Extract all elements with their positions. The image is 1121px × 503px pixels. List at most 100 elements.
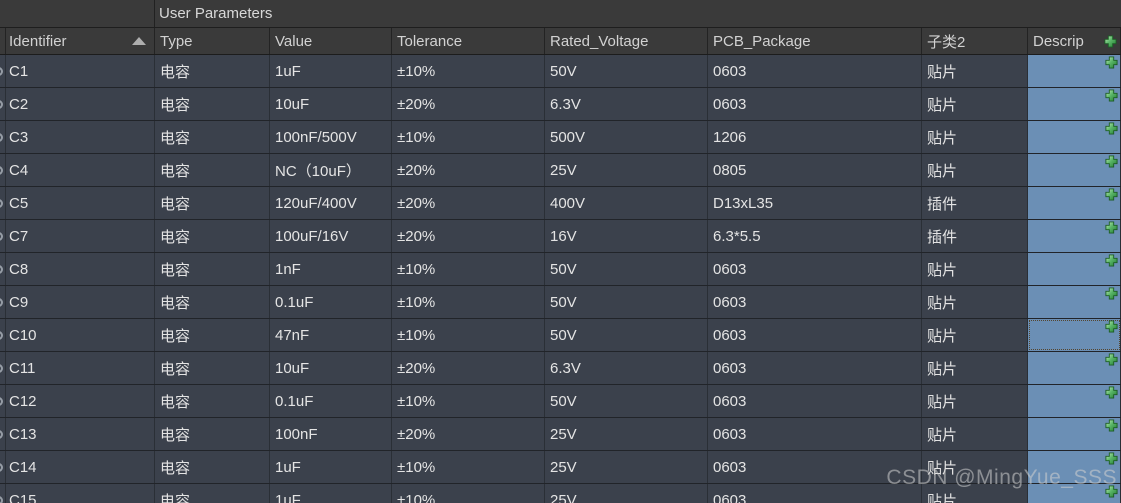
cell-pcb-package[interactable]: 0603 bbox=[708, 253, 922, 285]
cell-pcb-package[interactable]: 0603 bbox=[708, 88, 922, 120]
table-row[interactable]: C3 电容 100nF/500V ±10% 500V 1206 贴片 bbox=[0, 121, 1121, 154]
cell-descrip[interactable] bbox=[1028, 451, 1121, 483]
table-row[interactable]: C13 电容 100nF ±20% 25V 0603 贴片 bbox=[0, 418, 1121, 451]
cell-value[interactable]: 100uF/16V bbox=[270, 220, 392, 252]
cell-identifier[interactable]: C14 bbox=[6, 451, 155, 483]
cell-subclass2[interactable]: 贴片 bbox=[922, 121, 1028, 153]
cell-descrip[interactable] bbox=[1028, 88, 1121, 120]
cell-identifier[interactable]: C2 bbox=[6, 88, 155, 120]
add-column-icon[interactable] bbox=[1104, 34, 1117, 48]
cell-identifier[interactable]: C12 bbox=[6, 385, 155, 417]
cell-type[interactable]: 电容 bbox=[155, 484, 270, 503]
cell-identifier[interactable]: C7 bbox=[6, 220, 155, 252]
cell-identifier[interactable]: C15 bbox=[6, 484, 155, 503]
cell-descrip[interactable] bbox=[1028, 418, 1121, 450]
cell-identifier[interactable]: C5 bbox=[6, 187, 155, 219]
cell-tolerance[interactable]: ±10% bbox=[392, 385, 545, 417]
cell-type[interactable]: 电容 bbox=[155, 88, 270, 120]
cell-tolerance[interactable]: ±20% bbox=[392, 418, 545, 450]
cell-identifier[interactable]: C1 bbox=[6, 55, 155, 87]
table-row[interactable]: C8 电容 1nF ±10% 50V 0603 贴片 bbox=[0, 253, 1121, 286]
cell-type[interactable]: 电容 bbox=[155, 253, 270, 285]
cell-type[interactable]: 电容 bbox=[155, 154, 270, 186]
add-description-icon[interactable] bbox=[1105, 452, 1118, 465]
cell-descrip[interactable] bbox=[1028, 352, 1121, 384]
column-header-identifier[interactable]: Identifier bbox=[6, 28, 155, 54]
table-row[interactable]: C4 电容 NC（10uF） ±20% 25V 0805 贴片 bbox=[0, 154, 1121, 187]
add-description-icon[interactable] bbox=[1105, 122, 1118, 135]
cell-identifier[interactable]: C3 bbox=[6, 121, 155, 153]
cell-subclass2[interactable]: 贴片 bbox=[922, 88, 1028, 120]
cell-tolerance[interactable]: ±10% bbox=[392, 451, 545, 483]
add-description-icon[interactable] bbox=[1105, 353, 1118, 366]
cell-subclass2[interactable]: 插件 bbox=[922, 220, 1028, 252]
cell-tolerance[interactable]: ±10% bbox=[392, 319, 545, 351]
cell-type[interactable]: 电容 bbox=[155, 55, 270, 87]
cell-pcb-package[interactable]: D13xL35 bbox=[708, 187, 922, 219]
column-header-subclass2[interactable]: 子类2 bbox=[922, 28, 1028, 54]
cell-subclass2[interactable]: 贴片 bbox=[922, 484, 1028, 503]
cell-value[interactable]: 10uF bbox=[270, 88, 392, 120]
add-description-icon[interactable] bbox=[1105, 320, 1118, 333]
cell-subclass2[interactable]: 贴片 bbox=[922, 451, 1028, 483]
column-header-type[interactable]: Type bbox=[155, 28, 270, 54]
cell-rated-voltage[interactable]: 25V bbox=[545, 154, 708, 186]
cell-pcb-package[interactable]: 0805 bbox=[708, 154, 922, 186]
cell-descrip[interactable] bbox=[1028, 253, 1121, 285]
cell-descrip[interactable] bbox=[1028, 286, 1121, 318]
cell-type[interactable]: 电容 bbox=[155, 220, 270, 252]
cell-type[interactable]: 电容 bbox=[155, 385, 270, 417]
cell-rated-voltage[interactable]: 6.3V bbox=[545, 88, 708, 120]
cell-descrip[interactable] bbox=[1028, 385, 1121, 417]
add-description-icon[interactable] bbox=[1105, 287, 1118, 300]
cell-subclass2[interactable]: 贴片 bbox=[922, 418, 1028, 450]
cell-rated-voltage[interactable]: 500V bbox=[545, 121, 708, 153]
cell-subclass2[interactable]: 贴片 bbox=[922, 352, 1028, 384]
add-description-icon[interactable] bbox=[1105, 56, 1118, 69]
cell-value[interactable]: 1nF bbox=[270, 253, 392, 285]
cell-value[interactable]: NC（10uF） bbox=[270, 154, 392, 186]
cell-rated-voltage[interactable]: 50V bbox=[545, 385, 708, 417]
cell-value[interactable]: 1uF bbox=[270, 451, 392, 483]
cell-type[interactable]: 电容 bbox=[155, 286, 270, 318]
cell-subclass2[interactable]: 贴片 bbox=[922, 55, 1028, 87]
cell-descrip[interactable] bbox=[1028, 55, 1121, 87]
cell-tolerance[interactable]: ±20% bbox=[392, 88, 545, 120]
cell-rated-voltage[interactable]: 25V bbox=[545, 418, 708, 450]
table-row[interactable]: C9 电容 0.1uF ±10% 50V 0603 贴片 bbox=[0, 286, 1121, 319]
cell-rated-voltage[interactable]: 50V bbox=[545, 253, 708, 285]
cell-tolerance[interactable]: ±10% bbox=[392, 121, 545, 153]
add-description-icon[interactable] bbox=[1105, 419, 1118, 432]
cell-type[interactable]: 电容 bbox=[155, 418, 270, 450]
column-header-pcb-package[interactable]: PCB_Package bbox=[708, 28, 922, 54]
cell-rated-voltage[interactable]: 25V bbox=[545, 484, 708, 503]
cell-value[interactable]: 1uF bbox=[270, 55, 392, 87]
cell-identifier[interactable]: C13 bbox=[6, 418, 155, 450]
cell-subclass2[interactable]: 贴片 bbox=[922, 385, 1028, 417]
cell-subclass2[interactable]: 贴片 bbox=[922, 286, 1028, 318]
cell-identifier[interactable]: C9 bbox=[6, 286, 155, 318]
cell-identifier[interactable]: C10 bbox=[6, 319, 155, 351]
table-row[interactable]: C10 电容 47nF ±10% 50V 0603 贴片 bbox=[0, 319, 1121, 352]
table-row[interactable]: C2 电容 10uF ±20% 6.3V 0603 贴片 bbox=[0, 88, 1121, 121]
add-description-icon[interactable] bbox=[1105, 155, 1118, 168]
column-header-descrip[interactable]: Descrip bbox=[1028, 28, 1121, 54]
table-row[interactable]: C1 电容 1uF ±10% 50V 0603 贴片 bbox=[0, 55, 1121, 88]
column-header-rated-voltage[interactable]: Rated_Voltage bbox=[545, 28, 708, 54]
cell-pcb-package[interactable]: 0603 bbox=[708, 319, 922, 351]
cell-tolerance[interactable]: ±20% bbox=[392, 352, 545, 384]
table-row[interactable]: C12 电容 0.1uF ±10% 50V 0603 贴片 bbox=[0, 385, 1121, 418]
cell-identifier[interactable]: C4 bbox=[6, 154, 155, 186]
column-header-value[interactable]: Value bbox=[270, 28, 392, 54]
cell-type[interactable]: 电容 bbox=[155, 187, 270, 219]
cell-tolerance[interactable]: ±10% bbox=[392, 253, 545, 285]
cell-descrip[interactable] bbox=[1028, 484, 1121, 503]
cell-value[interactable]: 10uF bbox=[270, 352, 392, 384]
cell-pcb-package[interactable]: 0603 bbox=[708, 385, 922, 417]
add-description-icon[interactable] bbox=[1105, 221, 1118, 234]
cell-pcb-package[interactable]: 0603 bbox=[708, 451, 922, 483]
cell-identifier[interactable]: C8 bbox=[6, 253, 155, 285]
cell-descrip[interactable] bbox=[1028, 319, 1121, 351]
cell-identifier[interactable]: C11 bbox=[6, 352, 155, 384]
cell-subclass2[interactable]: 贴片 bbox=[922, 253, 1028, 285]
